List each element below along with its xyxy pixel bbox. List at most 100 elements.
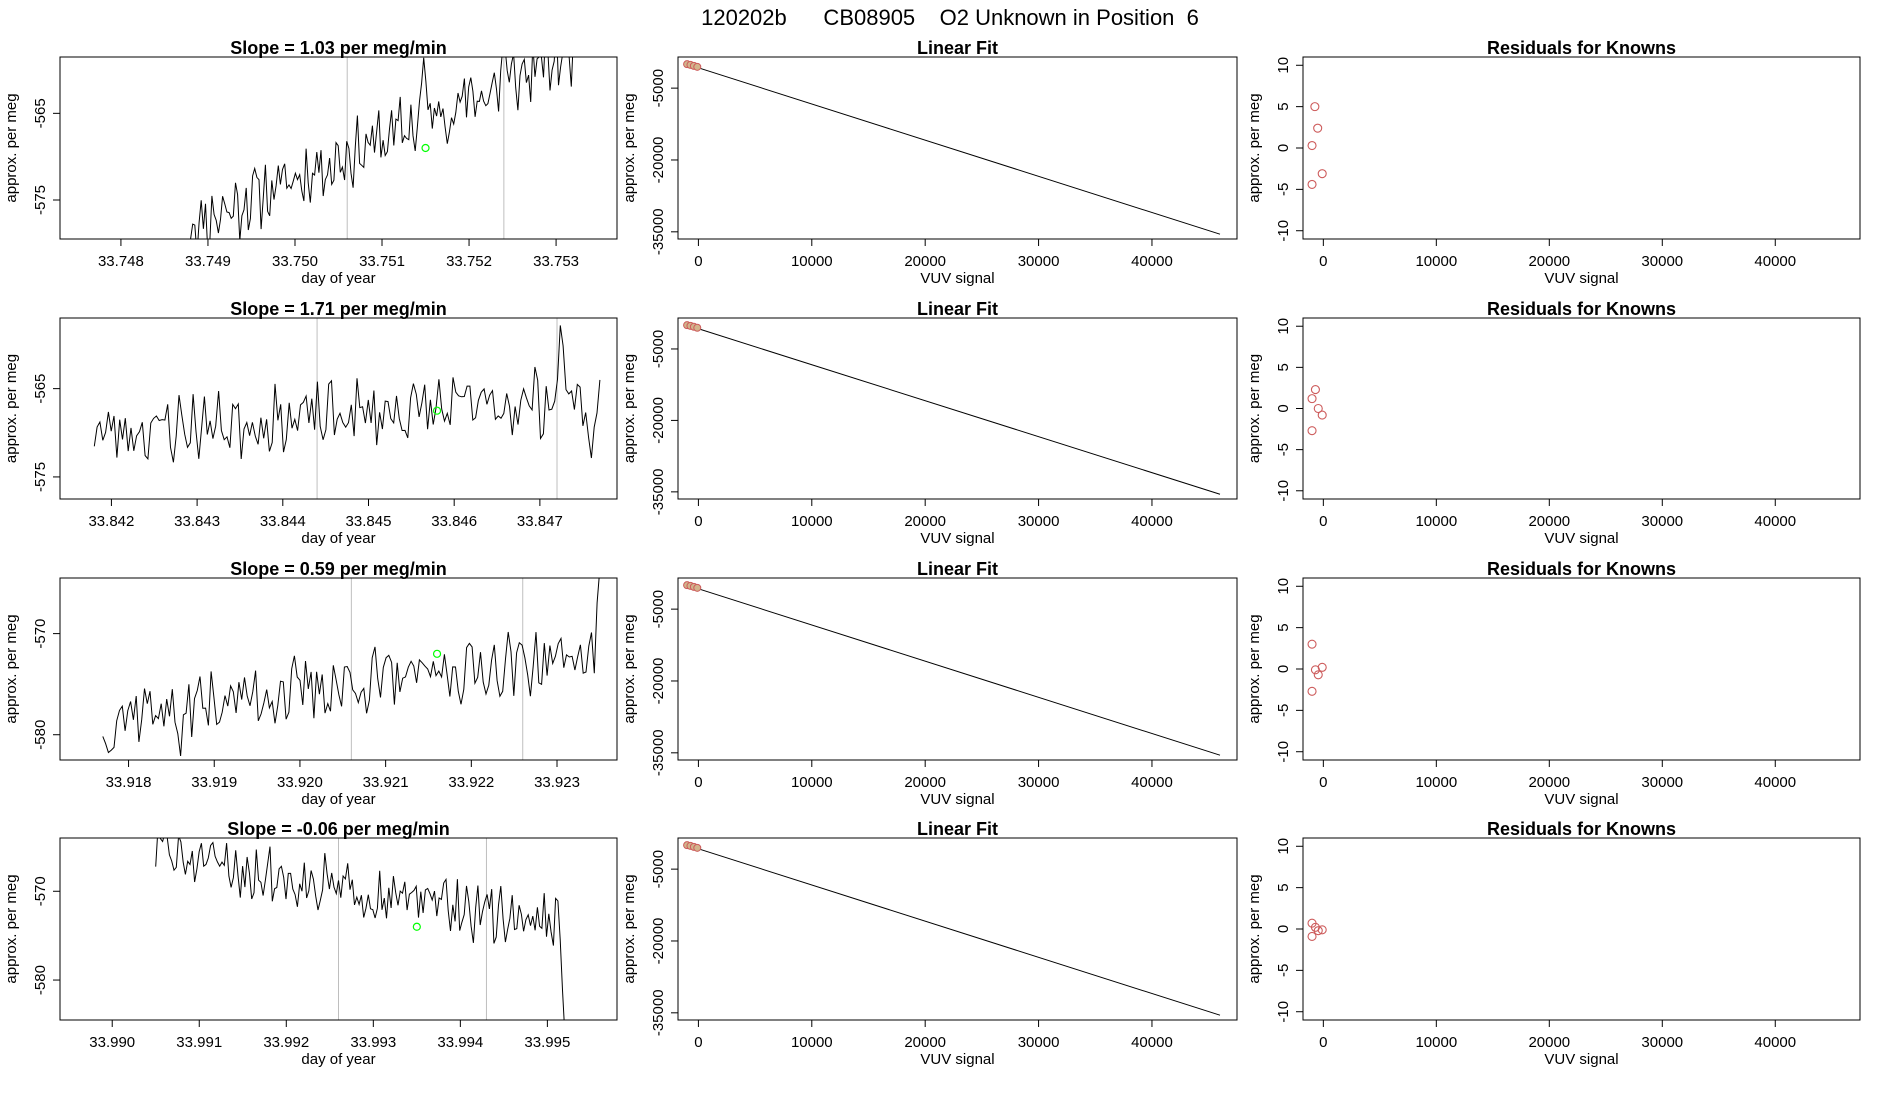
x-tick-label: 33.846 <box>431 513 477 530</box>
y-tick-label: -570 <box>32 619 49 649</box>
x-axis-label: VUV signal <box>920 791 994 808</box>
residual-point <box>1310 102 1320 112</box>
sample-marker <box>421 143 430 153</box>
x-tick-label: 0 <box>1319 774 1327 791</box>
plot-frame <box>59 317 618 500</box>
x-tick-label: 30000 <box>1641 513 1683 530</box>
plot-frame <box>59 56 618 240</box>
plot-frame <box>1302 56 1861 240</box>
x-axis-label: day of year <box>301 791 375 808</box>
x-tick-label: 33.921 <box>363 774 409 791</box>
y-tick-label: 0 <box>1275 144 1292 152</box>
resid-panel-1: Residuals for Knowns 0 10000 20000 30000 4000… <box>1246 38 1861 287</box>
residual-point <box>1317 410 1327 420</box>
x-tick-label: 20000 <box>904 513 946 530</box>
y-axis-label: approx. per meg <box>1246 614 1263 723</box>
x-tick-label: 40000 <box>1754 774 1796 791</box>
x-tick-label: 33.919 <box>191 774 237 791</box>
plot-frame <box>1302 317 1861 500</box>
x-axis-label: VUV signal <box>920 270 994 287</box>
x-axis-label: day of year <box>301 1051 375 1068</box>
plot-area <box>155 838 565 1020</box>
residual-point <box>1307 639 1317 649</box>
x-tick-label: 30000 <box>1641 774 1683 791</box>
x-tick-label: 0 <box>1319 253 1327 270</box>
x-tick-label: 20000 <box>904 1034 946 1051</box>
residual-point <box>1307 394 1317 404</box>
plot-area <box>190 57 574 239</box>
fit-line <box>686 584 1221 756</box>
x-tick-label: 33.923 <box>534 774 580 791</box>
x-tick-label: 33.750 <box>272 253 318 270</box>
residual-point <box>1307 931 1317 941</box>
x-tick-label: 0 <box>1319 1034 1327 1051</box>
y-tick-label: -5 <box>1275 443 1292 456</box>
y-tick-label: -20000 <box>650 397 667 444</box>
y-tick-label: -35000 <box>650 468 667 515</box>
x-tick-label: 10000 <box>791 513 833 530</box>
x-tick-label: 33.752 <box>446 253 492 270</box>
x-tick-label: 30000 <box>1641 253 1683 270</box>
x-axis-label: VUV signal <box>920 530 994 547</box>
residual-point <box>1313 926 1323 936</box>
panel-title: Linear Fit <box>917 819 998 839</box>
y-axis-label: approx. per meg <box>3 614 20 723</box>
panel-title: Slope = 1.03 per meg/min <box>230 38 447 58</box>
plot-area <box>683 321 1221 495</box>
y-axis-label: approx. per meg <box>3 354 20 463</box>
residual-point <box>1307 686 1317 696</box>
slope-panel-4: Slope = -0.06 per meg/min 33.990 33.991 33.… <box>3 819 618 1068</box>
panel-title: Linear Fit <box>917 38 998 58</box>
y-tick-label: -580 <box>32 965 49 995</box>
data-trace <box>190 57 574 239</box>
x-tick-label: 30000 <box>1018 1034 1060 1051</box>
y-tick-label: 10 <box>1275 578 1292 595</box>
plot-area <box>1307 385 1327 436</box>
x-tick-label: 33.842 <box>88 513 134 530</box>
x-tick-label: 33.753 <box>533 253 579 270</box>
x-tick-label: 33.748 <box>98 253 144 270</box>
plot-frame <box>677 837 1238 1021</box>
x-tick-label: 10000 <box>791 774 833 791</box>
y-axis-label: approx. per meg <box>3 874 20 983</box>
x-tick-label: 10000 <box>1415 513 1457 530</box>
slope-panel-3: Slope = 0.59 per meg/min 33.918 33.919 33.9… <box>3 559 618 808</box>
plot-area <box>683 581 1221 756</box>
fit-point <box>693 583 702 592</box>
fit-line <box>686 844 1221 1016</box>
residual-point <box>1307 140 1317 151</box>
x-tick-label: 33.845 <box>346 513 392 530</box>
fit-point <box>693 62 702 71</box>
x-tick-label: 30000 <box>1018 253 1060 270</box>
x-tick-label: 33.843 <box>174 513 220 530</box>
y-tick-label: -575 <box>32 462 49 492</box>
x-tick-label: 33.918 <box>106 774 152 791</box>
y-axis-label: approx. per meg <box>1246 93 1263 202</box>
y-axis-label: approx. per meg <box>621 354 638 463</box>
data-trace <box>155 838 565 1020</box>
x-tick-label: 40000 <box>1754 1034 1796 1051</box>
x-tick-label: 33.922 <box>448 774 494 791</box>
y-tick-label: 0 <box>1275 665 1292 673</box>
resid-panel-3: Residuals for Knowns 0 10000 20000 30000 4000… <box>1246 559 1861 808</box>
x-tick-label: 10000 <box>791 1034 833 1051</box>
residual-point <box>1307 426 1317 436</box>
x-tick-label: 33.994 <box>437 1034 483 1051</box>
y-tick-label: -10 <box>1275 1001 1292 1023</box>
x-tick-label: 33.920 <box>277 774 323 791</box>
y-tick-label: -10 <box>1275 220 1292 242</box>
plot-frame <box>1302 577 1861 761</box>
sample-marker <box>432 406 442 415</box>
x-tick-label: 40000 <box>1131 1034 1173 1051</box>
fit-panel-1: Linear Fit 0 10000 20000 30000 40000 -5000 -200… <box>621 38 1238 287</box>
x-tick-label: 33.995 <box>524 1034 570 1051</box>
y-tick-label: 5 <box>1275 883 1292 891</box>
y-tick-label: -5000 <box>650 69 667 107</box>
plot-frame <box>677 317 1238 500</box>
fit-panel-3: Linear Fit 0 10000 20000 30000 40000 -5000 -200… <box>621 559 1238 808</box>
x-tick-label: 0 <box>694 513 702 530</box>
y-tick-label: -580 <box>32 720 49 750</box>
figure-title: 120202b CB08905 O2 Unknown in Position 6 <box>701 5 1199 30</box>
y-tick-label: 10 <box>1275 318 1292 335</box>
panel-title: Linear Fit <box>917 559 998 579</box>
